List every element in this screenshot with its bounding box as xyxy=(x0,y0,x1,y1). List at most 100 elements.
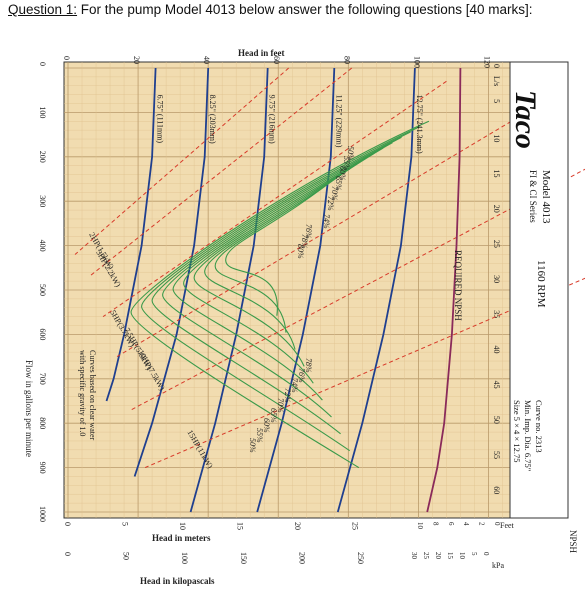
impeller-curve-0 xyxy=(336,67,416,513)
meter-tick-label-5-group: 25 xyxy=(350,522,359,530)
note-line-1: with specific gravity of 1.0 xyxy=(78,350,87,436)
ls-tick-label-9: 45 xyxy=(492,381,501,389)
eff-label-left-2: 60% xyxy=(338,166,347,181)
ls-tick-label-1-group: 5 xyxy=(492,99,501,103)
kpa-tick-label-0-group: 0 xyxy=(63,552,72,556)
gpm-tick-label-1-group: 100 xyxy=(38,106,47,118)
ls-tick-label-10-group: 50 xyxy=(492,416,501,424)
ls-tick-label-12-group: 60 xyxy=(492,486,501,494)
impeller-label-0: 12.75" (241.3mm) xyxy=(415,95,424,154)
feet-tick-label-3: 60 xyxy=(272,56,281,64)
npsh-kpa-tick-4: 20 xyxy=(434,552,442,560)
impeller-curve-3 xyxy=(133,67,210,477)
feet-tick-label-4-group: 80 xyxy=(342,56,351,64)
meter-tick-label-2: 10 xyxy=(178,522,187,530)
eff-label-right-2-group: 74% xyxy=(290,378,299,393)
npsh-kpa-tick-3-group: 15 xyxy=(446,552,454,560)
feet-tick-label-0-group: 0 xyxy=(62,56,71,60)
impeller-label-4-group: 6.75" (111mm) xyxy=(156,95,165,144)
ls-tick-label-3-group: 15 xyxy=(492,170,501,178)
gpm-tick-label-0: 0 xyxy=(38,62,47,66)
kpa-tick-label-5: 250 xyxy=(356,552,365,564)
eff-label-right-4-group: 70% xyxy=(276,398,285,413)
hp-curve-2 xyxy=(102,80,447,318)
npsh-kpa-tick-1: 5 xyxy=(470,552,478,556)
ls-tick-label-2: 10 xyxy=(492,134,501,142)
npsh-kpa-tick-0: 0 xyxy=(482,552,490,556)
feet-tick-label-1-group: 20 xyxy=(132,56,141,64)
gpm-tick-label-8-group: 800 xyxy=(38,417,47,429)
feet-tick-label-4: 80 xyxy=(342,56,351,64)
meter-tick-label-3: 15 xyxy=(235,522,244,530)
eff-label-right-6-group: 60% xyxy=(262,418,271,433)
gpm-tick-label-10: 1000 xyxy=(38,506,47,522)
ls-tick-label-7: 35 xyxy=(492,310,501,318)
kpa-tick-label-3-group: 150 xyxy=(239,552,248,564)
efficiency-curve-1 xyxy=(141,126,421,452)
grid-lines xyxy=(64,62,510,518)
npsh-feet-tick-5: 10 xyxy=(416,522,424,530)
npsh-feet-tick-0-group: 0 xyxy=(493,522,501,526)
kpa-tick-label-2-group: 100 xyxy=(180,552,189,564)
curve-info-1: Min. Imp. Dia. 6.75" xyxy=(523,400,533,471)
npsh-feet-tick-4: 8 xyxy=(431,522,439,526)
model-label: Model 4013 xyxy=(540,170,552,224)
ls-axis-label: L/s xyxy=(492,76,501,86)
impeller-label-3-group: 8.25" (203mm) xyxy=(208,95,217,144)
hp-curve-0 xyxy=(74,67,290,255)
eff-label-left-0: 50% xyxy=(346,146,355,161)
eff-label-right-7-group: 55% xyxy=(255,428,264,443)
impeller-label-2: 9.75" (216mm) xyxy=(268,95,277,144)
npsh-feet-tick-1: 2 xyxy=(478,522,486,526)
gpm-tick-label-5-group: 500 xyxy=(38,284,47,296)
eff-label-left-8-group: 78% xyxy=(300,234,309,249)
npsh-kpa-unit: kPa xyxy=(492,561,504,570)
gpm-tick-label-2-group: 200 xyxy=(38,151,47,163)
impeller-curve-2 xyxy=(189,67,269,513)
question-text: For the pump Model 4013 below answer the… xyxy=(77,2,533,17)
eff-label-left-7-group: 76% xyxy=(304,224,313,239)
gpm-tick-label-1: 100 xyxy=(38,106,47,118)
eff-label-left-4: 70% xyxy=(330,186,339,201)
gpm-tick-label-6-group: 600 xyxy=(38,328,47,340)
question-heading: Question 1: For the pump Model 4013 belo… xyxy=(8,2,533,17)
meter-tick-label-2-group: 10 xyxy=(178,522,187,530)
ls-tick-label-5-group: 25 xyxy=(492,240,501,248)
eff-label-left-1-group: 55% xyxy=(342,156,351,171)
impeller-curves xyxy=(105,67,416,513)
ls-tick-label-11: 55 xyxy=(492,451,501,459)
flow-axis-label-group: Flow in gallons per minute xyxy=(24,360,34,457)
impeller-label-0-group: 12.75" (241.3mm) xyxy=(415,95,424,154)
kpa-tick-label-4: 200 xyxy=(297,552,306,564)
eff-label-right-4: 70% xyxy=(276,398,285,413)
header-panel: Taco Model 4013 FI & CI Series 1160 RPM … xyxy=(509,61,569,519)
npsh-kpa-tick-2: 10 xyxy=(458,552,466,560)
npsh-feet-tick-0: 0 xyxy=(493,522,501,526)
npsh-feet-tick-1-group: 2 xyxy=(478,522,486,526)
npsh-feet-tick-4-group: 8 xyxy=(431,522,439,526)
efficiency-curve-5 xyxy=(183,147,384,384)
meter-tick-label-5: 25 xyxy=(350,522,359,530)
ls-tick-label-4: 20 xyxy=(492,205,501,213)
eff-label-right-1-group: 76% xyxy=(297,368,306,383)
feet-tick-label-2: 40 xyxy=(202,56,211,64)
brand-logo: Taco xyxy=(509,90,542,149)
gpm-tick-label-4-group: 400 xyxy=(38,240,47,252)
eff-label-right-6: 60% xyxy=(262,418,271,433)
npsh-feet-tick-2-group: 4 xyxy=(462,522,470,526)
series-label: FI & CI Series xyxy=(528,170,538,223)
eff-label-left-5-group: 72% xyxy=(326,196,335,211)
meter-tick-label-0: 0 xyxy=(63,522,72,526)
hp-curve-3 xyxy=(116,103,542,358)
kpa-axis-label: Head in kilopascals xyxy=(140,576,215,586)
eff-label-right-0-group: 78% xyxy=(304,358,313,373)
feet-tick-label-6: 120 xyxy=(482,56,491,68)
ls-tick-label-3: 15 xyxy=(492,170,501,178)
impeller-curve-4 xyxy=(105,67,157,402)
ls-tick-label-1: 5 xyxy=(492,99,501,103)
impeller-label-4: 6.75" (111mm) xyxy=(156,95,165,144)
eff-label-right-0: 78% xyxy=(304,358,313,373)
npsh-kpa-tick-4-group: 20 xyxy=(434,552,442,560)
kpa-tick-label-0: 0 xyxy=(63,552,72,556)
